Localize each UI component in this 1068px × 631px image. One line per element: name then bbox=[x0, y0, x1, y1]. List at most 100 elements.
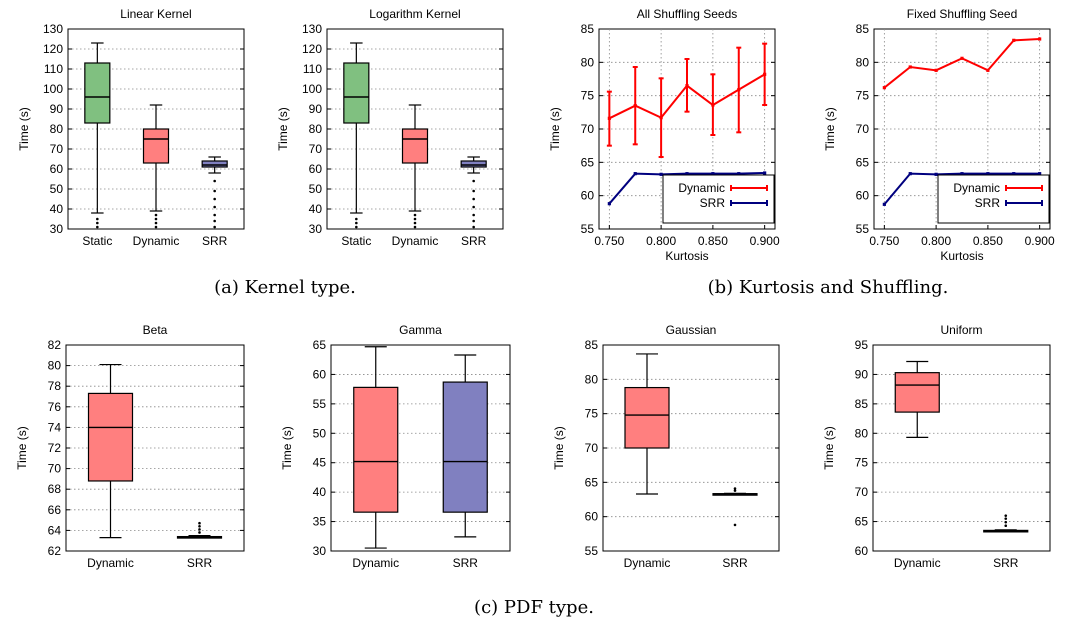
caption-pdf-type: (c) PDF type. bbox=[474, 597, 594, 618]
fixed-shuffling-seed-legend-label: Dynamic bbox=[953, 181, 1000, 195]
uniform-srr-outlier bbox=[1004, 524, 1008, 527]
gamma-ytick-label: 60 bbox=[313, 367, 327, 381]
beta-chart: 62 64 66 68 70 72 74 76 78 80 82 Beta Time (s) Dynami… bbox=[15, 323, 245, 570]
fixed-shuffling-seed-chart: 55 60 65 70 75 80 85 Fixed Shuffling Seed Time (… bbox=[823, 7, 1055, 263]
all-shuffling-seeds-legend bbox=[662, 174, 775, 224]
fixed-shuffling-seed-dynamic-point bbox=[1038, 37, 1042, 41]
fixed-shuffling-seed-plot-frame bbox=[873, 28, 1051, 230]
uniform-ytick-label: 95 bbox=[855, 338, 869, 352]
fixed-shuffling-seed-ylabel: Time (s) bbox=[823, 107, 837, 151]
fixed-shuffling-seed-ytick-label: 75 bbox=[856, 89, 870, 103]
linear-kernel-dynamic-box bbox=[142, 104, 170, 229]
all-shuffling-seeds-dynamic-point bbox=[763, 72, 767, 76]
logarithm-kernel-static-outlier bbox=[355, 221, 358, 225]
all-shuffling-seeds-xtick-label: 0.850 bbox=[698, 234, 728, 248]
linear-kernel-ylabel: Time (s) bbox=[17, 107, 31, 151]
logarithm-kernel-ytick-label: 100 bbox=[302, 82, 322, 96]
logarithm-kernel-srr-box bbox=[460, 156, 487, 229]
logarithm-kernel-dynamic-outlier bbox=[413, 213, 417, 217]
linear-kernel-title: Linear Kernel bbox=[120, 7, 191, 21]
all-shuffling-seeds-ytick-label: 75 bbox=[581, 89, 595, 103]
gaussian-title: Gaussian bbox=[666, 323, 717, 337]
gamma-xtick-label: SRR bbox=[453, 556, 479, 570]
logarithm-kernel-srr-outlier bbox=[472, 225, 475, 229]
all-shuffling-seeds-ylabel: Time (s) bbox=[548, 107, 562, 151]
all-shuffling-seeds-srr-point bbox=[737, 172, 741, 176]
fixed-shuffling-seed-srr-point bbox=[960, 172, 964, 176]
uniform-srr-outlier bbox=[1004, 517, 1008, 520]
linear-kernel-static-outlier bbox=[96, 221, 99, 225]
uniform-ytick-label: 60 bbox=[855, 544, 869, 558]
all-shuffling-seeds-dynamic-point bbox=[607, 116, 611, 120]
all-shuffling-seeds-title: All Shuffling Seeds bbox=[637, 7, 738, 21]
uniform-ylabel: Time (s) bbox=[822, 426, 836, 470]
fixed-shuffling-seed-xtick-label: 0.850 bbox=[973, 234, 1003, 248]
all-shuffling-seeds-ytick-label: 70 bbox=[581, 122, 595, 136]
fixed-shuffling-seed-dynamic-point bbox=[934, 68, 938, 72]
all-shuffling-seeds-srr-point bbox=[607, 202, 611, 206]
fixed-shuffling-seed-dynamic-point bbox=[960, 56, 964, 60]
logarithm-kernel-srr-outlier bbox=[472, 213, 475, 217]
gamma-ytick-label: 35 bbox=[313, 515, 327, 529]
beta-dynamic-box bbox=[87, 363, 134, 539]
fixed-shuffling-seed-srr-point bbox=[1038, 172, 1042, 176]
gamma-ytick-label: 65 bbox=[313, 338, 327, 352]
logarithm-kernel-srr-outlier bbox=[472, 189, 475, 193]
gamma-dynamic-box bbox=[353, 346, 399, 549]
all-shuffling-seeds-xlabel: Kurtosis bbox=[665, 249, 708, 263]
all-shuffling-seeds-xtick-label: 0.750 bbox=[594, 234, 624, 248]
logarithm-kernel-dynamic-box bbox=[401, 104, 429, 229]
uniform-ytick-label: 70 bbox=[855, 485, 869, 499]
logarithm-kernel-ytick-label: 90 bbox=[309, 102, 323, 116]
logarithm-kernel-ytick-label: 60 bbox=[309, 162, 323, 176]
gamma-title: Gamma bbox=[399, 323, 442, 337]
all-shuffling-seeds-srr-point bbox=[659, 172, 663, 176]
beta-plot-frame bbox=[65, 344, 245, 552]
gaussian-srr-outlier bbox=[733, 523, 737, 527]
logarithm-kernel-xtick-label: SRR bbox=[461, 234, 487, 248]
logarithm-kernel-ytick-label: 110 bbox=[303, 62, 322, 76]
all-shuffling-seeds-ytick-label: 55 bbox=[581, 222, 595, 236]
linear-kernel-ytick-label: 80 bbox=[50, 122, 64, 136]
logarithm-kernel-title: Logarithm Kernel bbox=[369, 7, 460, 21]
beta-ytick-label: 62 bbox=[48, 544, 62, 558]
gaussian-dynamic-box bbox=[624, 353, 670, 495]
gaussian-ytick-label: 60 bbox=[585, 510, 599, 524]
logarithm-kernel-ytick-label: 130 bbox=[302, 22, 322, 36]
beta-ytick-label: 68 bbox=[48, 482, 62, 496]
logarithm-kernel-static-outlier bbox=[355, 225, 358, 229]
fixed-shuffling-seed-dynamic-point bbox=[1012, 38, 1016, 42]
logarithm-kernel-static-box bbox=[343, 42, 370, 229]
gaussian-ylabel: Time (s) bbox=[552, 426, 566, 470]
all-shuffling-seeds-legend-label: SRR bbox=[700, 196, 726, 210]
beta-srr-outlier bbox=[198, 524, 201, 528]
fixed-shuffling-seed-ytick-label: 55 bbox=[856, 222, 870, 236]
logarithm-kernel-dynamic-outlier bbox=[413, 221, 417, 225]
linear-kernel-srr-outlier bbox=[213, 213, 216, 217]
gamma-xtick-label: Dynamic bbox=[352, 556, 399, 570]
linear-kernel-ytick-label: 120 bbox=[43, 42, 63, 56]
fixed-shuffling-seed-srr-point bbox=[908, 172, 912, 176]
beta-ylabel: Time (s) bbox=[15, 426, 29, 470]
uniform-srr-box bbox=[983, 514, 1029, 533]
linear-kernel-dynamic-outlier bbox=[154, 221, 158, 225]
beta-ytick-label: 74 bbox=[48, 420, 62, 434]
fixed-shuffling-seed-srr-point bbox=[882, 202, 886, 206]
fixed-shuffling-seed-ytick-label: 80 bbox=[856, 55, 870, 69]
logarithm-kernel-static-outlier bbox=[355, 217, 358, 221]
beta-ytick-label: 82 bbox=[48, 338, 62, 352]
beta-xtick-label: SRR bbox=[187, 556, 213, 570]
gaussian-ytick-label: 80 bbox=[585, 372, 599, 386]
gamma-chart: 30 35 40 45 50 55 60 65 Gamma Time (s) Dynamic SRR bbox=[280, 323, 511, 570]
gaussian-dynamic-iqr-box bbox=[624, 386, 670, 449]
uniform-ytick-label: 65 bbox=[855, 515, 869, 529]
gaussian-srr-outlier bbox=[733, 487, 737, 490]
logarithm-kernel-srr-outlier bbox=[472, 179, 475, 183]
all-shuffling-seeds-ytick-label: 80 bbox=[581, 55, 595, 69]
all-shuffling-seeds-dynamic-point bbox=[711, 103, 715, 107]
gamma-ytick-label: 55 bbox=[313, 397, 327, 411]
beta-ytick-label: 80 bbox=[48, 359, 62, 373]
fixed-shuffling-seed-xtick-label: 0.900 bbox=[1025, 234, 1055, 248]
gaussian-ytick-label: 70 bbox=[585, 441, 599, 455]
linear-kernel-xtick-label: Dynamic bbox=[133, 234, 180, 248]
